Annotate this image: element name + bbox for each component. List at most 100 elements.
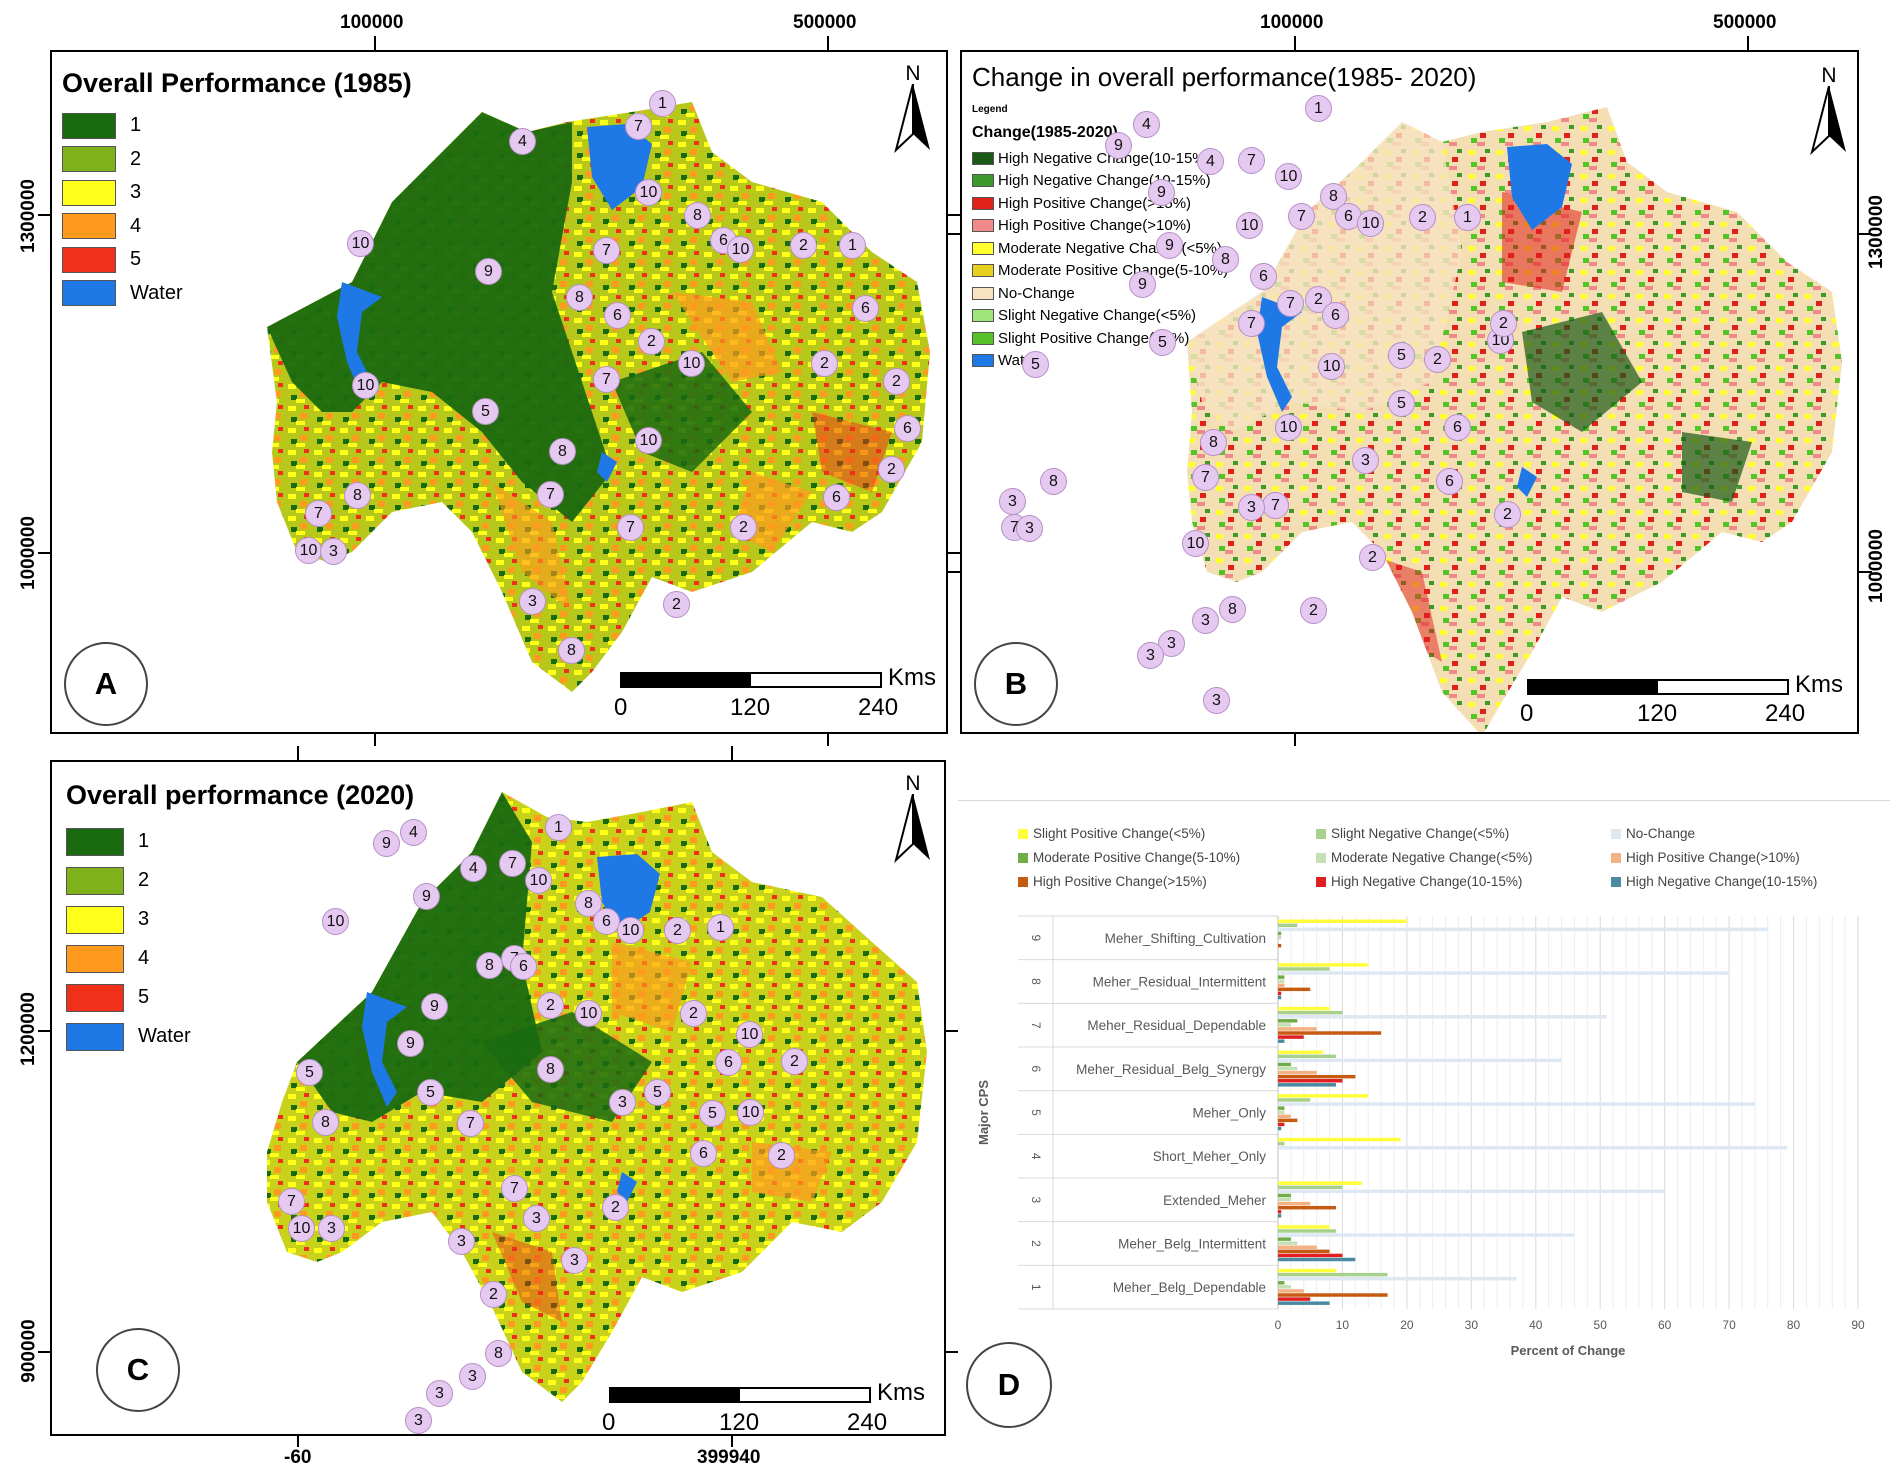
north-arrow-icon (894, 84, 930, 154)
zone-number-label: 7 (1288, 203, 1315, 230)
legend-item: 3 (62, 176, 183, 210)
zone-number-label: 2 (1409, 204, 1436, 231)
bar (1278, 1141, 1285, 1146)
bar (1278, 1272, 1388, 1277)
zone-number-label: 3 (561, 1247, 588, 1274)
tick (947, 214, 961, 216)
zone-number-label: 5 (1022, 351, 1049, 378)
map-title-c: Overall performance (2020) (66, 780, 415, 810)
chart-legend-swatch (1316, 876, 1326, 887)
zone-number-label: 2 (480, 1281, 507, 1308)
zone-number-label: 3 (519, 588, 546, 615)
tick (38, 1351, 52, 1353)
panel-letter-c: C (96, 1328, 180, 1412)
x-tick-label: 10 (1336, 1318, 1350, 1332)
zone-number-label: 7 (625, 113, 652, 140)
bar (1278, 1257, 1356, 1262)
zone-number-label: 6 (593, 908, 620, 935)
map-title-b: Change in overall performance(1985- 2020… (972, 62, 1477, 92)
bar (1278, 1014, 1607, 1019)
coord-top-b-left: 100000 (1260, 12, 1324, 33)
legend-label: 5 (130, 248, 142, 271)
panel-letter-a: A (64, 642, 148, 726)
lake-shape (1507, 144, 1572, 230)
bar (1278, 1094, 1369, 1098)
coord-right-b-upper: 1300000 (1865, 195, 1887, 269)
zone-number-label: 7 (537, 481, 564, 508)
scale-unit-c: Kms (877, 1379, 925, 1406)
legend-swatch (972, 174, 994, 188)
bar (1278, 963, 1369, 967)
bar (1278, 1145, 1788, 1150)
legend-swatch (66, 983, 124, 1012)
zone-number-label: 2 (680, 1000, 707, 1027)
zone-number-label: 2 (1359, 544, 1386, 571)
legend-label: No-Change (998, 284, 1075, 302)
legend-item: Moderate Positive Change(5-10%) (972, 260, 1228, 283)
zone-number-label: 10 (1275, 163, 1302, 190)
category-number: 5 (1029, 1109, 1043, 1116)
legend-item: Slight Positive Change(<5%) (972, 327, 1228, 350)
zone-number-label: 2 (537, 992, 564, 1019)
bar (1278, 1074, 1356, 1079)
zone-number-label: 6 (823, 484, 850, 511)
zone-number-label: 6 (894, 415, 921, 442)
zone-number-label: 5 (472, 398, 499, 425)
bar (1278, 1281, 1285, 1285)
chart-legend-swatch (1611, 876, 1621, 887)
zone-number-label: 2 (1300, 597, 1327, 624)
category-number: 7 (1029, 1022, 1043, 1029)
legend-swatch (62, 280, 116, 307)
bar (1278, 1285, 1291, 1289)
chart-legend-item: No-Change (1611, 826, 1695, 841)
zone-number-label: 10 (1236, 212, 1263, 239)
chart-legend-item: Slight Positive Change(<5%) (1018, 826, 1205, 841)
legend-label: 2 (138, 869, 150, 891)
zone-number-label: 8 (485, 1340, 512, 1367)
region-map-a (267, 102, 930, 692)
legend-label: 4 (130, 214, 142, 237)
zone-number-label: 10 (322, 908, 349, 935)
bar (1278, 1237, 1291, 1241)
scale-tick-0-b: 0 (1520, 700, 1534, 727)
legend-swatch (62, 146, 116, 173)
bar (1278, 1137, 1401, 1142)
tick (1294, 36, 1296, 50)
zone-number-label: 6 (715, 1049, 742, 1076)
zone-number-label: 6 (604, 302, 631, 329)
bar (1278, 1070, 1317, 1075)
legend-item: High Negative Change(10-15%) (972, 147, 1228, 170)
legend-label: Moderate Positive Change(5-10%) (998, 262, 1229, 280)
zone-number-label: 8 (558, 637, 585, 664)
zone-number-label: 6 (1436, 468, 1463, 495)
tick (1858, 571, 1872, 573)
bar (1278, 1062, 1291, 1067)
bar (1278, 1297, 1311, 1301)
scale-tick-120-a: 120 (730, 694, 771, 721)
bar (1278, 1035, 1304, 1039)
bar (1278, 1122, 1285, 1127)
bar (1278, 1050, 1324, 1054)
bar (1278, 1039, 1285, 1043)
zone-number-label: 1 (707, 914, 734, 941)
zone-number-label: 10 (1357, 210, 1384, 237)
zone-number-label: 10 (737, 1099, 764, 1126)
north-arrow-c: N (894, 772, 932, 864)
zone-number-label: 10 (736, 1021, 763, 1048)
bar (1278, 1268, 1336, 1273)
bar (1278, 1027, 1317, 1031)
chart-legend-label: High Positive Change(>15%) (1033, 874, 1207, 889)
x-tick-label: 60 (1658, 1318, 1672, 1332)
legend-swatch (66, 827, 124, 856)
zone-number-label: 10 (525, 867, 552, 894)
chart-svg: 0 10 20 30 40 50 60 70 80 90 Percent of Change Majo… (976, 915, 1865, 1358)
category-label: Meher_Only (1192, 1106, 1266, 1121)
scale-tick-0-c: 0 (602, 1409, 616, 1436)
chart-legend-item: High Positive Change(>10%) (1611, 850, 1800, 865)
north-arrow-a: N (894, 62, 932, 154)
zone-number-label: 4 (400, 819, 427, 846)
zone-number-label: 8 (684, 202, 711, 229)
zone-number-label: 3 (1192, 607, 1219, 634)
legend-c: 1 2 3 4 5 Water (66, 822, 191, 1056)
tick (947, 571, 961, 573)
